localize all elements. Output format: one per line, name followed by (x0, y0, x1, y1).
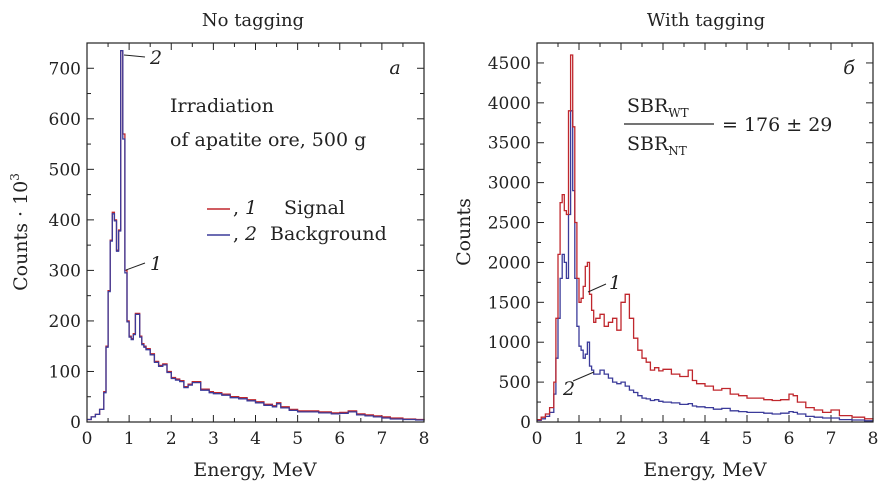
y-axis-label-a-exp: 3 (8, 173, 22, 181)
x-tick-label-a-1: 1 (124, 429, 135, 449)
formula-numerator: SBRWT (627, 95, 689, 120)
x-tick-label-b-5: 5 (742, 429, 753, 449)
legend-label-signal: Signal (284, 197, 345, 219)
x-tick-label-a-8: 8 (419, 429, 430, 449)
panel-no-tagging: No tagging 0 1 2 3 4 5 6 7 8 0 100 200 300 400 500 600 7… (8, 10, 429, 481)
panel-with-tagging: With tagging 0 1 2 3 4 5 6 7 8 0 500 1000 1500 2000 25… (453, 10, 878, 481)
formula-num-text: SBR (627, 95, 669, 117)
formula-rhs: = 176 ± 29 (722, 114, 832, 136)
y-tick-label-b-7: 3500 (488, 134, 531, 154)
curve-label-a-1: 1 (125, 253, 162, 275)
y-tick-label-b-1: 500 (499, 373, 531, 393)
panel-label-b: б (843, 57, 855, 79)
series-background-line-b (537, 110, 874, 422)
legend-number-background: 2 (244, 223, 257, 245)
y-tick-label-a-0: 0 (70, 413, 81, 433)
y-tick-label-b-5: 2500 (488, 214, 531, 234)
x-tick-label-a-6: 6 (334, 429, 345, 449)
x-tick-label-a-0: 0 (82, 429, 93, 449)
x-tick-label-b-7: 7 (826, 429, 837, 449)
y-tick-label-a-3: 300 (49, 261, 81, 281)
legend: , 1 Signal , 2 Background (207, 197, 387, 245)
formula-den-sub: NT (668, 144, 687, 158)
legend-number-signal: 1 (245, 197, 257, 219)
x-axis-label-a: Energy, MeV (193, 459, 317, 481)
formula-num-sub: WT (668, 106, 688, 120)
axes-a: 0 1 2 3 4 5 6 7 8 0 100 200 300 400 500 600 700 (49, 43, 430, 449)
legend-item-signal: , 1 Signal (207, 197, 345, 219)
x-tick-label-b-0: 0 (532, 429, 543, 449)
legend-marker-background: , (233, 223, 239, 245)
legend-item-background: , 2 Background (207, 223, 387, 245)
y-tick-label-b-8: 4000 (488, 94, 531, 114)
plot-frame-a (86, 42, 425, 423)
series-background-line-a (87, 49, 425, 421)
x-tick-label-b-3: 3 (658, 429, 669, 449)
panel-label-a: a (389, 57, 400, 79)
chart-title-b: With tagging (647, 10, 765, 31)
formula-den-text: SBR (627, 133, 669, 155)
y-tick-label-a-2: 200 (49, 312, 81, 332)
legend-marker-signal: , (233, 197, 239, 219)
y-axis-label-a: Counts · 103 (8, 173, 32, 291)
series-signal-line-b (537, 54, 874, 421)
x-tick-label-a-3: 3 (208, 429, 219, 449)
y-axis-label-b: Counts (453, 198, 475, 266)
chart-title-a: No tagging (202, 10, 304, 31)
curve-label-b-2-text: 2 (562, 378, 575, 400)
y-tick-label-b-6: 3000 (488, 174, 531, 194)
curve-label-b-1-text: 1 (609, 272, 621, 294)
plot-frame-b (536, 42, 874, 423)
x-tick-label-a-4: 4 (250, 429, 261, 449)
annotation-line-2: of apatite ore, 500 g (170, 129, 366, 151)
y-tick-label-b-2: 1000 (488, 333, 531, 353)
x-tick-label-b-6: 6 (784, 429, 795, 449)
legend-label-background: Background (270, 223, 387, 245)
curves-b (537, 54, 874, 422)
curve-label-b-2-leader (572, 371, 595, 382)
y-tick-label-a-7: 700 (49, 59, 81, 79)
x-tick-label-a-2: 2 (166, 429, 177, 449)
curve-label-b-1: 1 (587, 272, 621, 294)
curves-a (87, 49, 425, 421)
curve-label-a-1-text: 1 (150, 253, 162, 275)
y-tick-label-b-0: 0 (520, 413, 531, 433)
sbr-formula: SBRWT SBRNT = 176 ± 29 (624, 95, 832, 158)
y-tick-label-a-5: 500 (49, 160, 81, 180)
curve-label-b-2: 2 (562, 371, 595, 400)
x-tick-label-b-1: 1 (574, 429, 585, 449)
x-tick-label-a-7: 7 (376, 429, 387, 449)
x-tick-label-b-2: 2 (616, 429, 627, 449)
axes-b: 0 1 2 3 4 5 6 7 8 0 500 1000 1500 2000 2500 3000 3500 400… (488, 43, 878, 449)
x-tick-label-b-4: 4 (700, 429, 711, 449)
curve-label-a-1-leader (125, 262, 146, 271)
y-tick-label-a-6: 600 (49, 110, 81, 130)
y-tick-label-b-4: 2000 (488, 253, 531, 273)
y-tick-label-b-3: 1500 (488, 293, 531, 313)
x-tick-label-a-5: 5 (292, 429, 303, 449)
y-axis-label-a-text: Counts · 10 (10, 181, 32, 291)
curve-label-b-1-leader (587, 283, 607, 293)
y-tick-label-b-9: 4500 (488, 54, 531, 74)
curve-label-a-2-leader (123, 54, 146, 58)
y-tick-label-a-4: 400 (49, 211, 81, 231)
x-axis-label-b: Energy, MeV (643, 459, 767, 481)
curve-label-a-2: 2 (123, 47, 162, 69)
x-tick-label-b-8: 8 (868, 429, 878, 449)
annotation-line-1: Irradiation (170, 95, 274, 117)
y-tick-label-a-1: 100 (49, 362, 81, 382)
curve-label-a-2-text: 2 (149, 47, 162, 69)
formula-denominator: SBRNT (627, 133, 687, 158)
